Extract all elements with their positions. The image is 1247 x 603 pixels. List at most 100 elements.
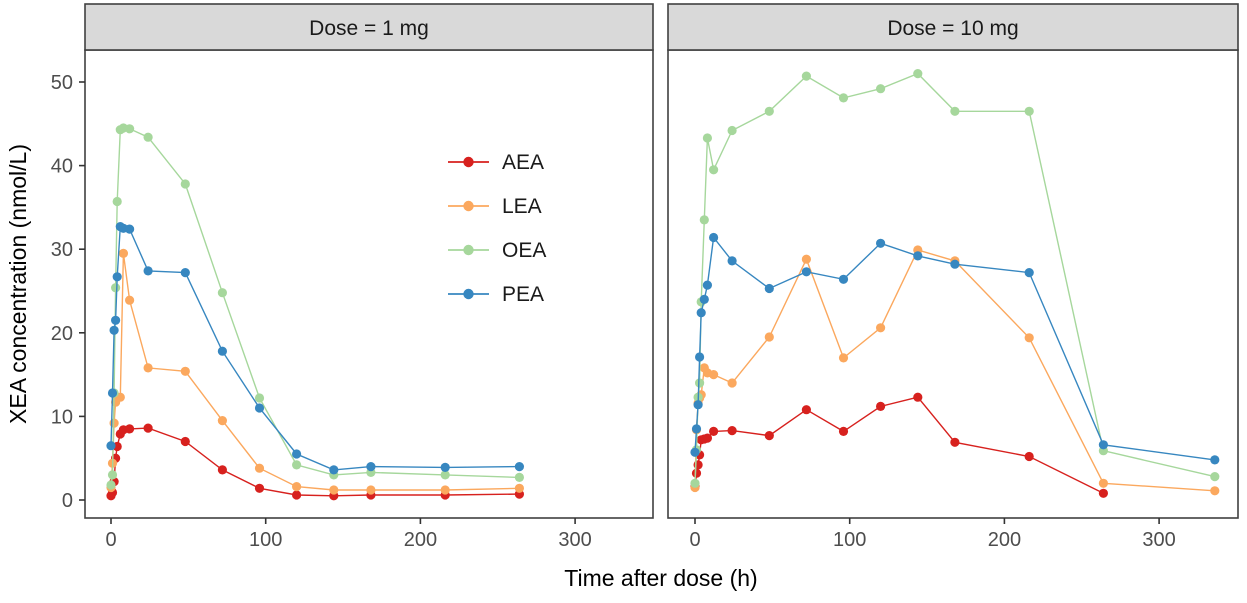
series-point-lea (329, 485, 339, 495)
series-point-pea (696, 308, 706, 318)
series-point-oea (180, 179, 190, 189)
series-point-oea (699, 215, 709, 225)
legend-item-oea: OEA (448, 239, 546, 262)
x-axis-title: Time after dose (h) (564, 565, 757, 591)
series-point-lea (1210, 486, 1220, 496)
series-point-lea (217, 416, 227, 426)
y-tick-label: 10 (51, 406, 73, 428)
series-point-lea (254, 463, 265, 473)
legend-item-lea: LEA (448, 195, 542, 218)
series-point-aea (125, 424, 135, 434)
facet-strip (84, 3, 654, 51)
series-point-pea (112, 272, 122, 282)
series-point-pea (709, 232, 719, 243)
series-point-pea (950, 259, 960, 269)
series-point-lea (366, 485, 376, 495)
series-point-pea (691, 424, 702, 434)
y-tick-label: 50 (51, 72, 73, 94)
series-point-aea (254, 483, 265, 493)
series-point-pea (801, 267, 812, 277)
series-point-pea (143, 266, 153, 276)
y-tick-label: 0 (62, 490, 73, 512)
y-axis: 0 10 20 30 40 50 (51, 72, 85, 512)
x-tick-label: 300 (1142, 529, 1175, 551)
x-tick-label: 200 (404, 529, 437, 551)
series-point-pea (107, 388, 118, 398)
series-point-lea (180, 366, 190, 376)
series-point-pea (514, 462, 525, 472)
series-point-pea (727, 256, 737, 266)
series-point-pea (111, 315, 121, 325)
series-point-oea (217, 288, 227, 298)
legend-marker-aea (463, 156, 474, 168)
series-point-lea (727, 378, 737, 388)
x-tick-label: 200 (988, 529, 1021, 551)
series-point-aea (180, 436, 190, 447)
series-point-oea (106, 480, 116, 490)
series-point-oea (1024, 106, 1034, 116)
x-tick-label: 0 (105, 529, 116, 551)
legend-marker-pea (463, 288, 474, 300)
series-point-aea (292, 490, 302, 500)
series-point-oea (838, 93, 849, 103)
series-point-lea (118, 248, 128, 258)
series-point-oea (801, 71, 812, 81)
series-point-pea (109, 325, 119, 335)
facet-strip-title: Dose = 1 mg (309, 17, 429, 40)
series-point-pea (217, 346, 227, 356)
series-point-oea (440, 470, 450, 480)
series-point-lea (440, 485, 450, 495)
series-point-oea (727, 125, 737, 136)
series-point-aea (217, 465, 227, 475)
series-point-pea (838, 274, 849, 284)
legend-marker-lea (463, 200, 474, 212)
series-point-aea (702, 433, 713, 443)
y-tick-label: 30 (51, 239, 73, 261)
series-point-pea (690, 447, 700, 457)
series-point-lea (514, 483, 525, 493)
x-axis-facet-2: 0 100 200 300 (689, 518, 1176, 551)
x-tick-label: 300 (558, 529, 591, 551)
series-point-pea (702, 280, 713, 290)
facet-dose-1mg: Dose = 1 mg 0 100 200 300 (84, 3, 654, 551)
series-point-pea (693, 400, 703, 410)
series-point-pea (125, 224, 135, 234)
series-point-pea (1210, 455, 1220, 465)
legend-label-pea: PEA (502, 283, 544, 306)
series-point-pea (1024, 268, 1034, 278)
facet-strip-title: Dose = 10 mg (887, 17, 1018, 40)
series-point-pea (913, 251, 923, 261)
series-point-lea (838, 353, 849, 363)
series-point-pea (695, 352, 705, 362)
y-tick-label: 40 (51, 156, 73, 178)
y-tick-label: 20 (51, 323, 73, 345)
series-point-pea (106, 441, 116, 451)
series-point-pea (440, 462, 450, 472)
x-axis-facet-1: 0 100 200 300 (105, 518, 592, 551)
series-point-pea (292, 449, 302, 459)
series-point-aea (764, 431, 774, 441)
series-point-pea (1098, 440, 1108, 450)
series-point-aea (1024, 451, 1034, 462)
legend-label-oea: OEA (502, 239, 546, 262)
series-point-oea (125, 124, 135, 134)
series-point-pea (180, 268, 190, 278)
series-point-aea (913, 392, 923, 402)
series-point-aea (950, 437, 960, 447)
series-point-aea (801, 405, 812, 415)
series-point-pea (254, 403, 265, 413)
series-point-oea (764, 106, 774, 116)
series-point-aea (727, 426, 737, 436)
series-point-lea (125, 295, 135, 305)
series-point-oea (695, 378, 705, 388)
series-point-oea (107, 470, 118, 480)
series-point-pea (764, 283, 774, 294)
series-point-oea (1210, 472, 1220, 482)
series-point-oea (702, 133, 713, 143)
legend-item-pea: PEA (448, 283, 544, 306)
x-tick-label: 0 (689, 529, 700, 551)
legend-item-aea: AEA (448, 151, 544, 174)
series-point-lea (143, 363, 153, 373)
series-point-aea (876, 401, 886, 411)
